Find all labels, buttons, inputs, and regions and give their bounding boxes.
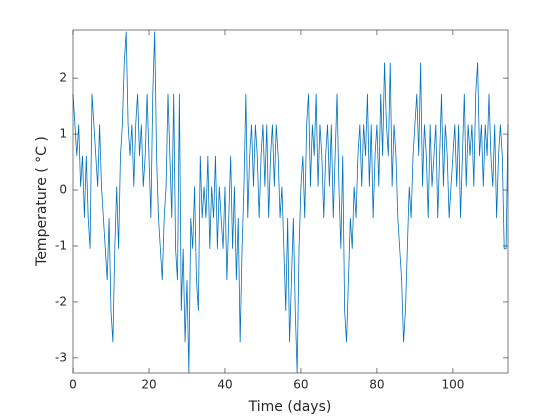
axes-box	[72, 29, 509, 374]
y-tick-label: -1	[55, 238, 67, 252]
y-tick-label: -3	[55, 350, 67, 364]
x-tick-label: 40	[217, 378, 232, 392]
x-axis-label: Time (days)	[248, 399, 332, 415]
x-tick-label: 20	[141, 378, 156, 392]
x-tick-label: 0	[69, 378, 77, 392]
x-tick-label: 60	[293, 378, 308, 392]
x-tick-label: 80	[369, 378, 384, 392]
y-tick-label: 1	[59, 127, 67, 141]
y-tick-label: 0	[59, 183, 67, 197]
x-tick-label: 100	[441, 378, 464, 392]
y-tick-label: 2	[59, 71, 67, 85]
data-line	[72, 31, 509, 374]
y-axis-label: Temperature ( °C )	[34, 136, 50, 267]
y-tick-label: -2	[55, 294, 67, 308]
